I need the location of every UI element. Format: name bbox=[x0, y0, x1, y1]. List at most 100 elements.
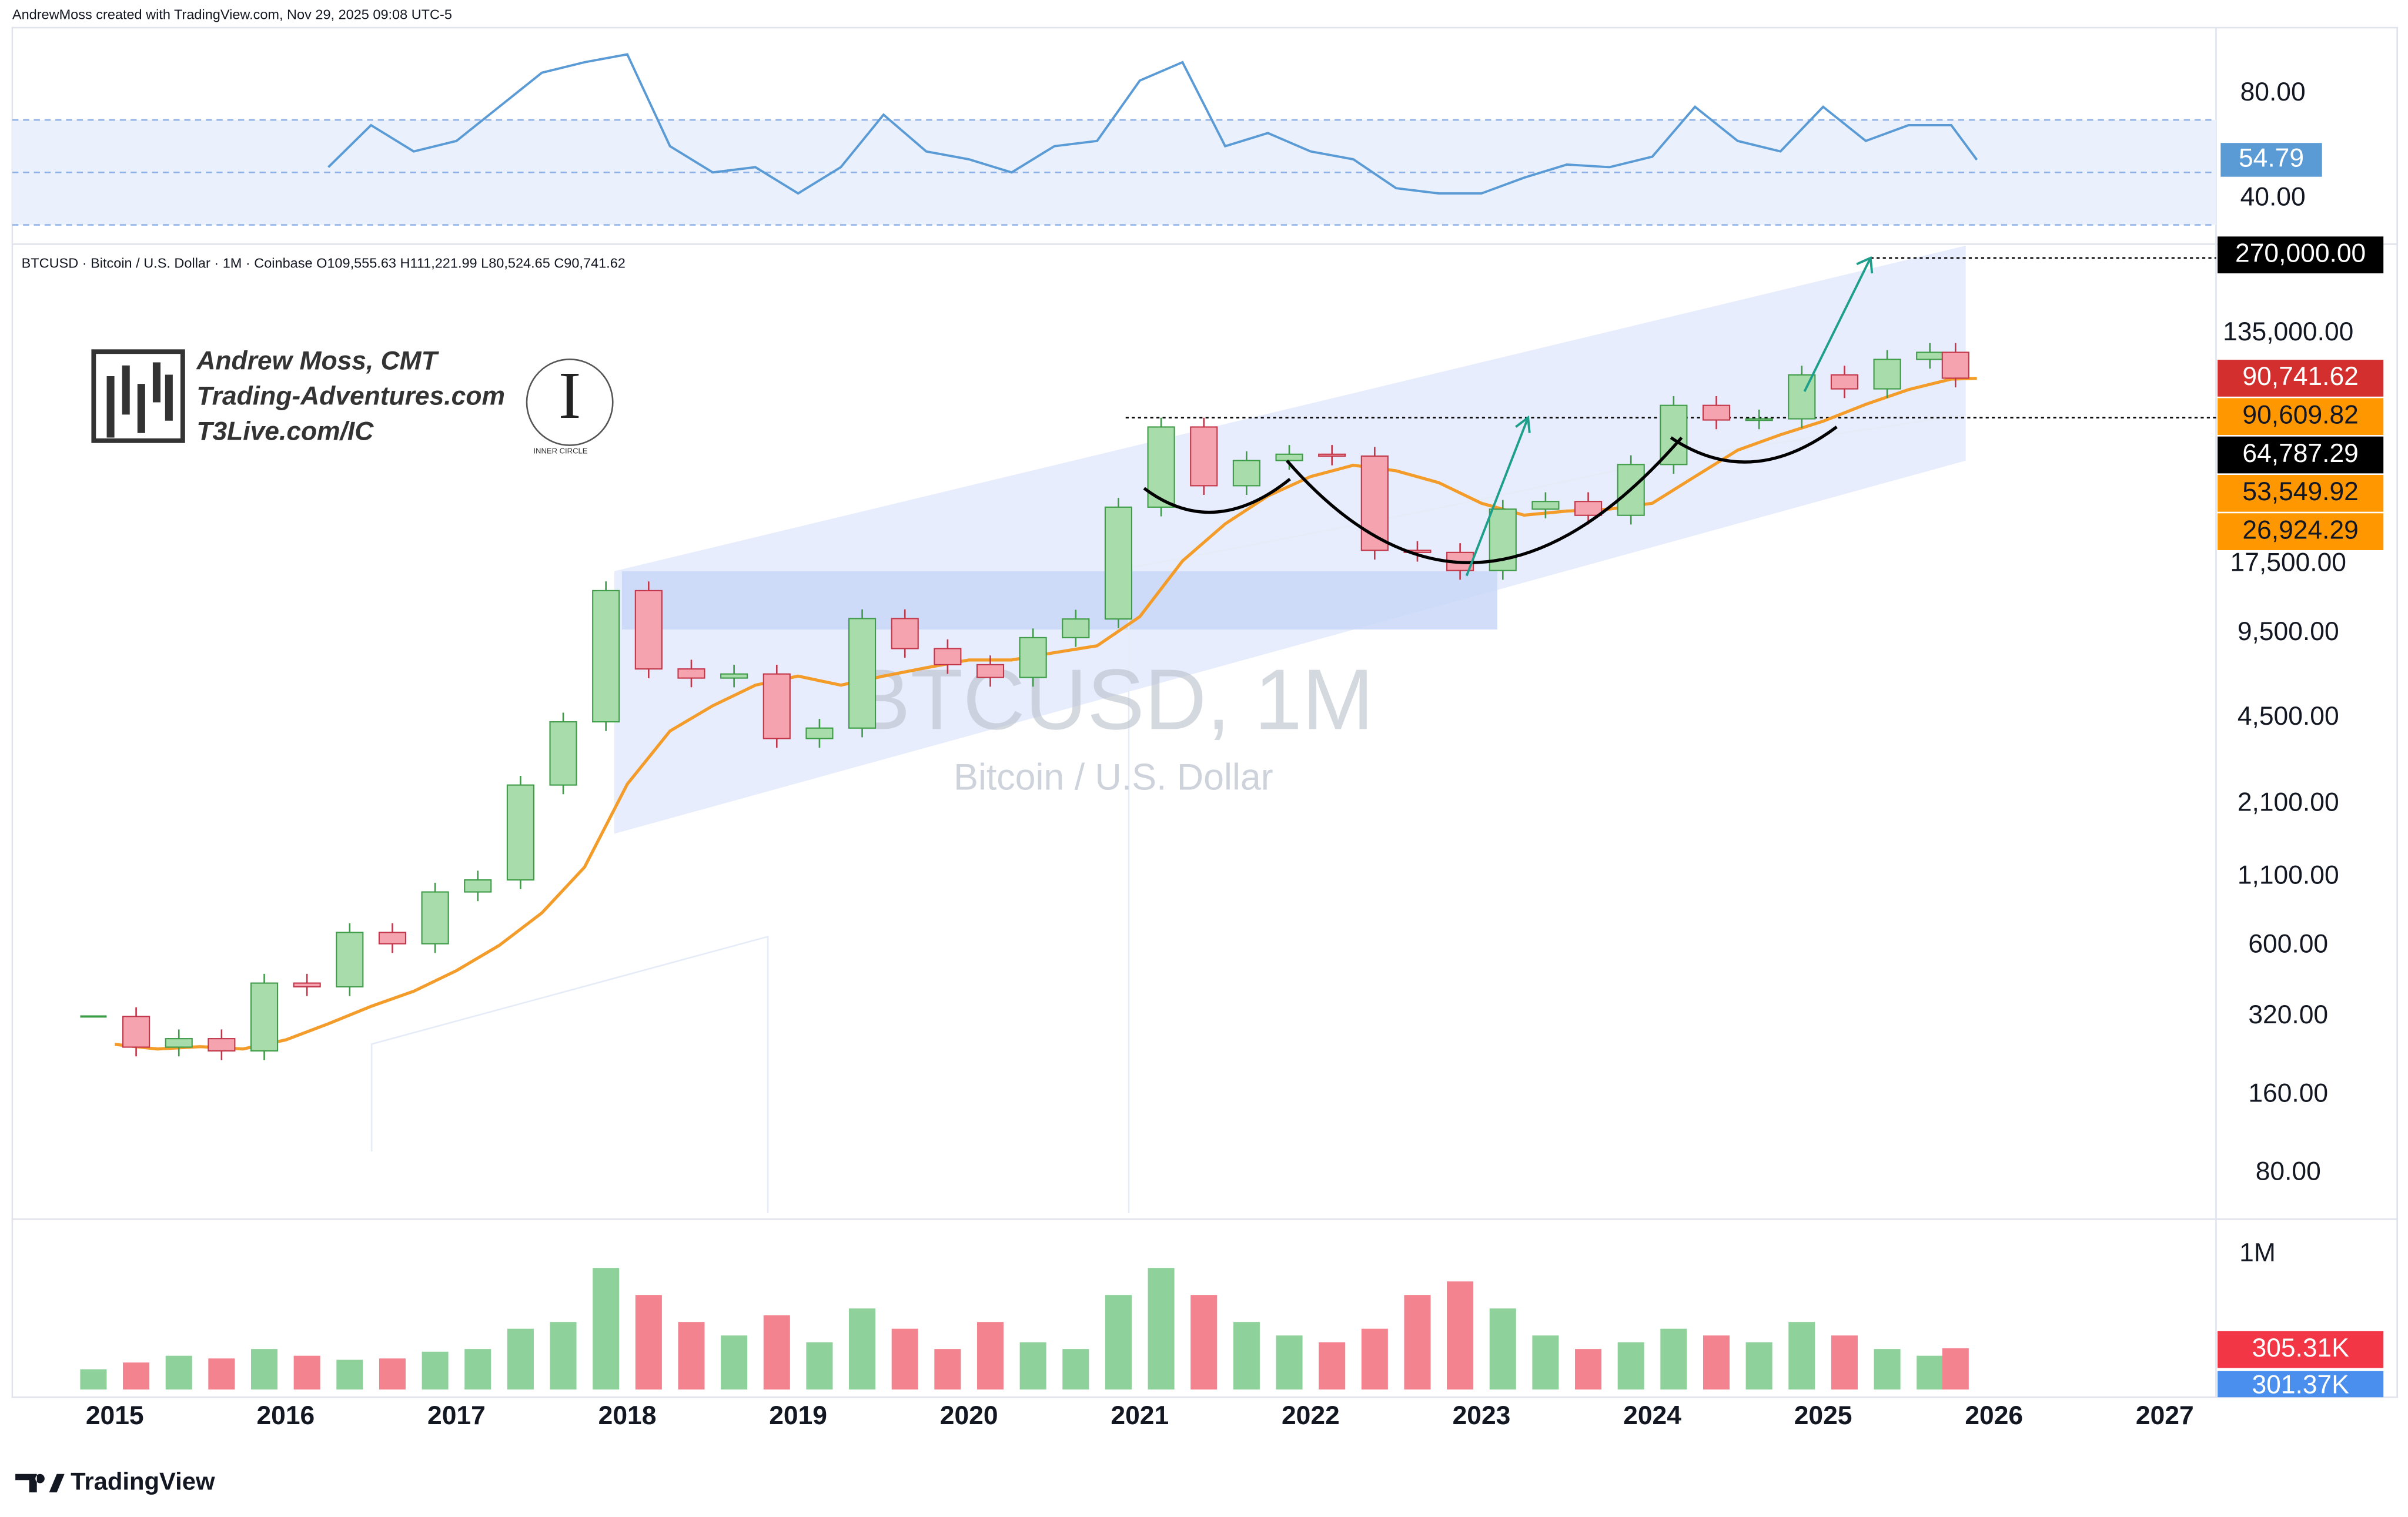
y-tick-label: 9,500.00 bbox=[2238, 617, 2339, 646]
volume-bar bbox=[721, 1335, 748, 1390]
volume-bar bbox=[1874, 1349, 1901, 1390]
candle bbox=[891, 618, 919, 649]
volume-bar bbox=[593, 1268, 620, 1390]
volume-bar bbox=[1190, 1295, 1218, 1390]
x-tick-label: 2025 bbox=[1794, 1401, 1852, 1430]
x-tick-label: 2020 bbox=[940, 1401, 998, 1430]
candle bbox=[1617, 464, 1645, 516]
candle bbox=[592, 590, 620, 723]
badge-letter: I bbox=[558, 358, 581, 433]
candle bbox=[1190, 426, 1218, 487]
price-marker bbox=[2218, 436, 2384, 474]
volume-bar bbox=[1489, 1308, 1516, 1390]
x-tick-label: 2021 bbox=[1111, 1401, 1169, 1430]
volume-bar bbox=[1319, 1342, 1346, 1390]
candle bbox=[1062, 618, 1090, 638]
price-marker bbox=[2218, 360, 2384, 397]
header: AndrewMoss created with TradingView.com,… bbox=[12, 6, 452, 22]
candle bbox=[1702, 404, 1731, 421]
y-tick-label: 17,500.00 bbox=[2230, 548, 2346, 577]
arrow bbox=[1465, 415, 1531, 577]
volume-bar bbox=[1148, 1268, 1175, 1390]
volume-bar bbox=[1062, 1349, 1089, 1390]
volume-bar bbox=[635, 1295, 662, 1390]
volume-bar bbox=[1361, 1328, 1388, 1390]
candle bbox=[1916, 351, 1944, 360]
volume-bar bbox=[849, 1308, 876, 1390]
branding: Andrew Moss, CMT Trading-Adventures.com … bbox=[91, 346, 614, 456]
volume-bar bbox=[934, 1349, 961, 1390]
candle bbox=[634, 590, 663, 670]
price-marker bbox=[2218, 236, 2384, 274]
candle bbox=[805, 727, 834, 739]
badge-text: INNER CIRCLE bbox=[533, 447, 587, 456]
arc bbox=[1286, 436, 1683, 564]
candle bbox=[1104, 506, 1133, 620]
y-tick-label: 80.00 bbox=[2256, 1157, 2321, 1186]
rsi-tick-label: 40.00 bbox=[2240, 183, 2306, 212]
volume-ma-label: 301.37K bbox=[2252, 1371, 2349, 1399]
y-tick-label: 4,500.00 bbox=[2238, 702, 2339, 731]
volume-bar bbox=[336, 1359, 363, 1390]
volume-bar bbox=[507, 1328, 534, 1390]
volume-bar bbox=[1404, 1295, 1431, 1390]
candle bbox=[208, 1038, 236, 1051]
candle bbox=[1830, 374, 1859, 390]
price-pane: BTCUSD, 1M Bitcoin / U.S. Dollar 135,000… bbox=[80, 236, 2384, 1213]
x-tick-label: 2026 bbox=[1965, 1401, 2023, 1430]
volume-bar bbox=[293, 1355, 320, 1390]
price-marker-label: 90,609.82 bbox=[2242, 400, 2358, 429]
x-tick-label: 2018 bbox=[598, 1401, 657, 1430]
volume-bar bbox=[550, 1322, 577, 1390]
brand-name: Andrew Moss, CMT bbox=[196, 346, 439, 375]
frame bbox=[11, 26, 2399, 1398]
legend: BTCUSD · Bitcoin / U.S. Dollar · 1M · Co… bbox=[22, 256, 626, 271]
brand-link: T3Live.com/IC bbox=[196, 417, 374, 446]
volume-bar bbox=[422, 1351, 449, 1390]
footer-logo bbox=[15, 1474, 65, 1493]
y-tick-label: 2,100.00 bbox=[2238, 788, 2339, 816]
volume-tick-label: 1M bbox=[2239, 1238, 2276, 1267]
rsi-marker-label: 54.79 bbox=[2239, 144, 2304, 173]
price-marker-label: 26,924.29 bbox=[2242, 515, 2358, 544]
volume-bar bbox=[165, 1355, 192, 1390]
candle bbox=[1941, 351, 1969, 379]
watermark-subtitle: Bitcoin / U.S. Dollar bbox=[954, 757, 1273, 798]
brand-site: Trading-Adventures.com bbox=[196, 381, 505, 410]
volume-bar bbox=[1447, 1281, 1474, 1390]
price-marker bbox=[2218, 398, 2384, 436]
y-tick-label: 320.00 bbox=[2248, 1000, 2328, 1029]
volume-bar bbox=[806, 1342, 833, 1390]
rsi-pane: 80.00 40.00 54.79 bbox=[12, 53, 2322, 226]
range-box bbox=[621, 571, 1497, 630]
volume-bar bbox=[678, 1322, 705, 1390]
rsi-tick-label: 80.00 bbox=[2240, 78, 2306, 106]
candle bbox=[1019, 637, 1047, 678]
x-tick-label: 2023 bbox=[1453, 1401, 1511, 1430]
watermark-title: BTCUSD, 1M bbox=[853, 651, 1374, 747]
volume-bar bbox=[891, 1328, 918, 1390]
volume-bar bbox=[763, 1315, 790, 1390]
candle bbox=[165, 1038, 193, 1048]
x-tick-label: 2022 bbox=[1282, 1401, 1340, 1430]
volume-bar bbox=[1617, 1342, 1644, 1390]
volume-ma-marker bbox=[2218, 1371, 2384, 1398]
candle bbox=[506, 784, 534, 881]
candle bbox=[1275, 453, 1303, 461]
x-tick-label: 2027 bbox=[2136, 1401, 2194, 1430]
y-tick-label: 135,000.00 bbox=[2223, 317, 2353, 346]
x-tick-label: 2019 bbox=[769, 1401, 827, 1430]
x-axis: 2015 2016 2017 2018 2019 2020 2021 2022 2023 2024… bbox=[86, 1401, 2194, 1430]
volume-bar bbox=[1660, 1328, 1687, 1390]
candle bbox=[1574, 501, 1603, 516]
volume-marker bbox=[2218, 1331, 2384, 1368]
candle bbox=[1318, 453, 1346, 457]
x-tick-label: 2016 bbox=[256, 1401, 315, 1430]
price-marker-label: 270,000.00 bbox=[2235, 239, 2366, 267]
volume-bar bbox=[379, 1358, 406, 1390]
x-tick-label: 2024 bbox=[1623, 1401, 1681, 1430]
x-tick-label: 2015 bbox=[86, 1401, 144, 1430]
volume-bar bbox=[1532, 1335, 1559, 1390]
